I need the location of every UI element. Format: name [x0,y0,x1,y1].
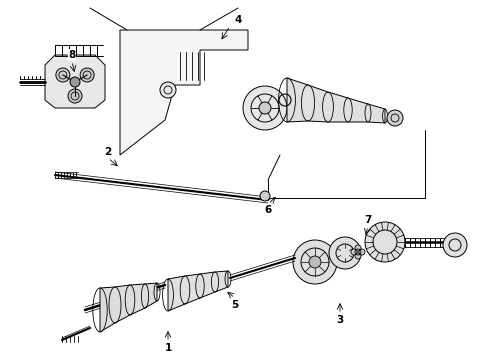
Circle shape [309,256,321,268]
Text: 8: 8 [69,50,75,60]
Polygon shape [45,55,105,108]
Circle shape [80,68,94,82]
Circle shape [293,240,337,284]
Circle shape [365,222,405,262]
Circle shape [443,233,467,257]
Circle shape [355,245,361,251]
Circle shape [56,68,70,82]
Text: 7: 7 [364,215,372,225]
Circle shape [387,110,403,126]
Text: 3: 3 [336,315,343,325]
Text: 4: 4 [234,15,242,25]
Circle shape [259,102,271,114]
Text: 5: 5 [231,300,239,310]
Text: 6: 6 [265,205,271,215]
Circle shape [260,191,270,201]
Text: 2: 2 [104,147,112,157]
Circle shape [70,77,80,87]
Polygon shape [287,78,385,123]
Circle shape [355,253,361,259]
Circle shape [329,237,361,269]
Circle shape [243,86,287,130]
Text: 1: 1 [164,343,171,353]
Circle shape [351,249,357,255]
Polygon shape [120,30,248,155]
Polygon shape [100,283,157,332]
Polygon shape [168,271,228,311]
Circle shape [160,82,176,98]
Circle shape [359,249,365,255]
Circle shape [68,89,82,103]
